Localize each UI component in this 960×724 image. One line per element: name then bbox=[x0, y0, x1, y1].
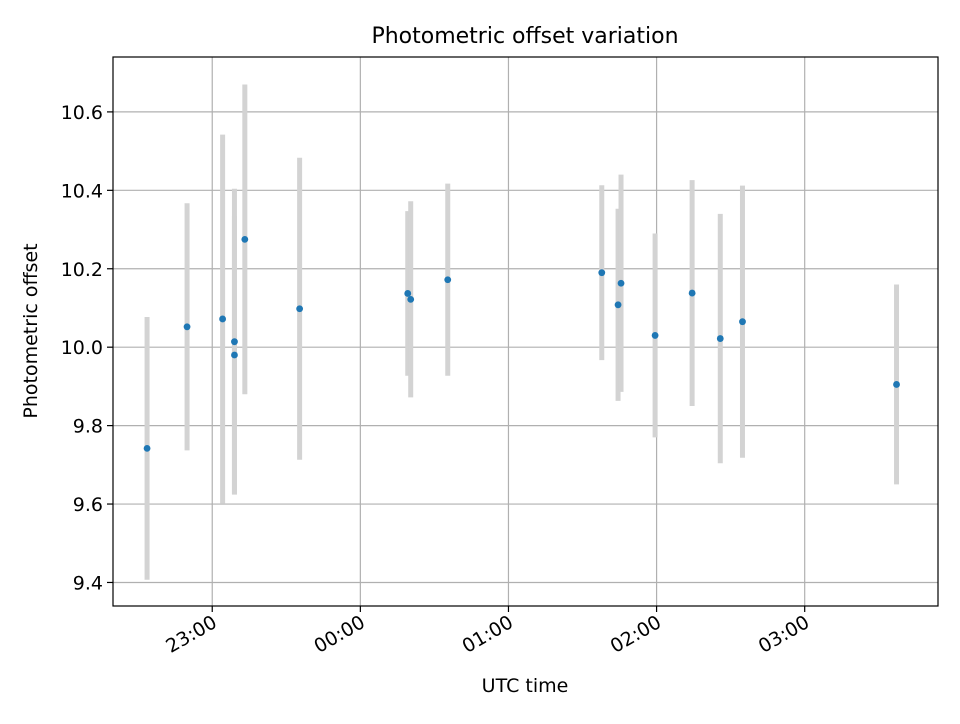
grid-layer bbox=[113, 57, 938, 606]
y-tick-label: 10.2 bbox=[61, 259, 103, 281]
y-axis-label: Photometric offset bbox=[20, 243, 42, 418]
y-tick-label: 10.6 bbox=[61, 102, 103, 124]
data-point bbox=[614, 301, 622, 309]
data-point bbox=[407, 295, 415, 303]
y-tick-label: 9.4 bbox=[73, 572, 103, 594]
x-axis-label: UTC time bbox=[482, 675, 569, 697]
y-tick-label: 9.6 bbox=[73, 494, 103, 516]
data-point bbox=[404, 290, 412, 297]
data-point bbox=[231, 351, 238, 359]
y-tick-label: 10.0 bbox=[61, 337, 103, 359]
data-point bbox=[444, 276, 452, 284]
y-tick-label: 10.4 bbox=[61, 180, 103, 202]
data-point bbox=[231, 338, 238, 346]
data-point bbox=[739, 318, 746, 326]
data-point bbox=[893, 381, 900, 388]
data-point bbox=[617, 279, 625, 287]
data-point bbox=[688, 289, 696, 297]
data-point bbox=[716, 335, 724, 342]
data-point bbox=[651, 332, 659, 339]
data-point bbox=[241, 235, 249, 243]
chart-title: Photometric offset variation bbox=[371, 24, 678, 49]
data-point bbox=[598, 269, 606, 277]
plot-frame bbox=[112, 56, 939, 607]
data-point bbox=[143, 444, 151, 452]
y-tick-label: 9.8 bbox=[73, 416, 103, 438]
point-layer bbox=[143, 235, 900, 452]
data-point bbox=[183, 323, 191, 331]
data-point bbox=[219, 315, 227, 323]
data-point bbox=[296, 305, 304, 313]
